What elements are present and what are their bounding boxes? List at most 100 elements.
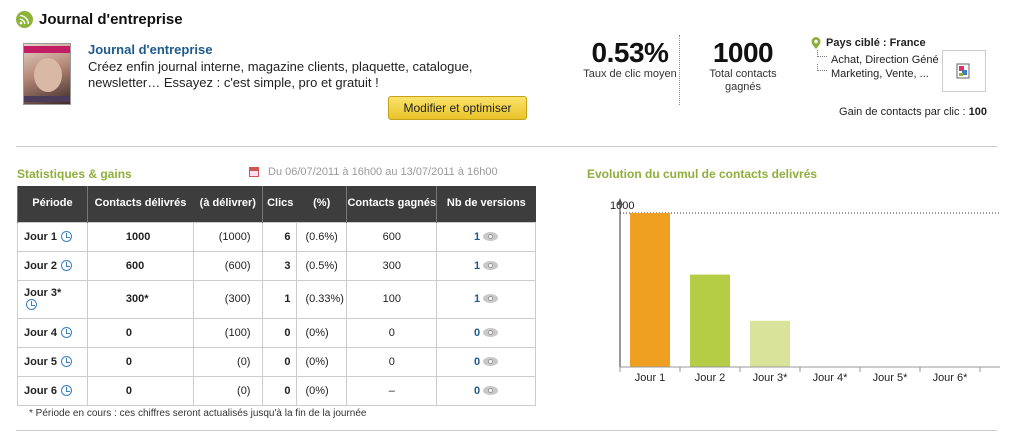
- period-cell: Jour 5: [17, 346, 88, 377]
- kpi-divider: [679, 35, 680, 105]
- versions-cell[interactable]: 1: [436, 250, 536, 281]
- date-range: Du 06/07/2011 à 16h00 au 13/07/2011 à 16…: [249, 166, 498, 178]
- delivered-cell: 0: [86, 317, 194, 348]
- tree-connector: [817, 64, 827, 71]
- clock-icon[interactable]: [61, 230, 73, 242]
- eye-icon[interactable]: [483, 231, 499, 241]
- versions-cell[interactable]: 0: [436, 317, 536, 348]
- versions-cell[interactable]: 1: [436, 221, 536, 252]
- delivered-cell: 300*: [86, 279, 194, 319]
- period-label: Jour 4: [24, 326, 58, 339]
- col-pct: (%): [296, 186, 347, 222]
- x-tick-label: Jour 6*: [933, 372, 969, 384]
- col-period: Période: [17, 186, 88, 222]
- clicks-cell: 0: [262, 346, 298, 377]
- versions-count[interactable]: 1: [474, 259, 481, 272]
- to-deliver-cell: (0): [192, 346, 264, 377]
- table-row: Jour 1 1000 (1000) 6 (0.6%) 600 1: [17, 221, 536, 252]
- versions-count[interactable]: 0: [474, 355, 481, 368]
- versions-count[interactable]: 0: [474, 326, 481, 339]
- eye-icon[interactable]: [483, 356, 499, 366]
- stats-table: Période Contacts délivrés (à délivrer) C…: [17, 186, 536, 406]
- pct-cell: (0.5%): [296, 250, 348, 281]
- versions-count[interactable]: 0: [474, 384, 481, 397]
- table-row: Jour 5 0 (0) 0 (0%) 0 0: [17, 346, 536, 377]
- ctr-label: Taux de clic moyen: [583, 68, 677, 80]
- gained-cell: 300: [346, 250, 438, 281]
- col-delivered: Contacts délivrés: [86, 186, 194, 222]
- footnote: * Période en cours : ces chiffres seront…: [29, 408, 367, 419]
- versions-cell[interactable]: 0: [436, 375, 536, 406]
- delivered-cell: 0: [86, 375, 194, 406]
- versions-cell[interactable]: 1: [436, 279, 536, 319]
- table-row: Jour 6 0 (0) 0 (0%) – 0: [17, 375, 536, 406]
- target-settings-icon[interactable]: [942, 50, 986, 92]
- clicks-cell: 0: [262, 317, 298, 348]
- ctr-value: 0.53%: [591, 37, 669, 68]
- table-row: Jour 4 0 (100) 0 (0%) 0 0: [17, 317, 536, 348]
- eye-icon[interactable]: [483, 385, 499, 395]
- contacts-label: Total contacts gagnés: [709, 68, 777, 93]
- modify-optimize-button[interactable]: Modifier et optimiser: [388, 96, 527, 120]
- gained-cell: 0: [346, 317, 438, 348]
- thumbnail-band: [24, 46, 70, 53]
- stats-section-title: Statistiques & gains: [17, 167, 132, 181]
- clicks-cell: 6: [262, 221, 298, 252]
- bar-jour-3-: [750, 320, 790, 367]
- x-tick-label: Jour 2: [695, 372, 726, 384]
- y-axis-arrow: [617, 198, 623, 205]
- gained-cell: –: [346, 375, 438, 406]
- thumbnail-face: [34, 58, 62, 92]
- period-cell: Jour 6: [17, 375, 88, 406]
- period-label: Jour 5: [24, 355, 58, 368]
- period-label: Jour 2: [24, 259, 58, 272]
- col-clicks: Clics: [262, 186, 297, 222]
- col-gained: Contacts gagnés: [346, 186, 437, 222]
- versions-cell[interactable]: 0: [436, 346, 536, 377]
- eye-icon[interactable]: [483, 327, 499, 337]
- table-row: Jour 2 600 (600) 3 (0.5%) 300 1: [17, 250, 536, 281]
- journal-thumbnail[interactable]: [23, 43, 71, 105]
- gained-cell: 100: [346, 279, 438, 319]
- pct-cell: (0.33%): [296, 279, 348, 319]
- clock-icon[interactable]: [61, 384, 73, 396]
- pct-cell: (0%): [296, 317, 348, 348]
- gain-per-click: Gain de contacts par clic : 100: [839, 106, 987, 118]
- delivered-cell: 1000: [86, 221, 194, 252]
- target-item: Achat, Direction Géné: [831, 54, 939, 66]
- bar-jour-2: [690, 274, 730, 367]
- target-item: Marketing, Vente, ...: [831, 68, 929, 80]
- eye-icon[interactable]: [483, 260, 499, 270]
- calendar-icon: [249, 167, 259, 177]
- period-cell: Jour 2: [17, 250, 88, 281]
- to-deliver-cell: (300): [192, 279, 264, 319]
- chart-canvas: Jour 1 Jour 2 Jour 3* Jour 4* Jour 5* Jour 6*: [617, 198, 1000, 384]
- gained-cell: 600: [346, 221, 438, 252]
- tree-connector: [817, 50, 827, 57]
- contacts-value: 1000: [712, 37, 774, 68]
- period-label: Jour 1: [24, 230, 58, 243]
- x-tick-label: Jour 5*: [873, 372, 909, 384]
- clock-icon[interactable]: [26, 299, 37, 310]
- pct-cell: (0.6%): [296, 221, 348, 252]
- pct-cell: (0%): [296, 375, 348, 406]
- delivered-cell: 600: [86, 250, 194, 281]
- page-title: Journal d'entreprise: [39, 11, 183, 28]
- versions-count[interactable]: 1: [474, 293, 481, 305]
- versions-count[interactable]: 1: [474, 230, 481, 243]
- clicks-cell: 3: [262, 250, 298, 281]
- contacts-kpi: 1000 Total contacts gagnés: [698, 38, 788, 94]
- gained-cell: 0: [346, 346, 438, 377]
- clock-icon[interactable]: [61, 355, 73, 367]
- journal-title-link[interactable]: Journal d'entreprise: [88, 42, 213, 57]
- x-tick-label: Jour 3*: [753, 372, 789, 384]
- period-cell: Jour 3*: [17, 279, 88, 319]
- gain-label: Gain de contacts par clic :: [839, 106, 966, 118]
- col-versions: Nb de versions: [436, 186, 536, 222]
- clock-icon[interactable]: [61, 259, 73, 271]
- gain-value: 100: [968, 106, 987, 118]
- table-header-row: Période Contacts délivrés (à délivrer) C…: [17, 186, 536, 222]
- location-pin-icon: [811, 37, 821, 49]
- eye-icon[interactable]: [483, 294, 499, 303]
- clock-icon[interactable]: [61, 326, 73, 338]
